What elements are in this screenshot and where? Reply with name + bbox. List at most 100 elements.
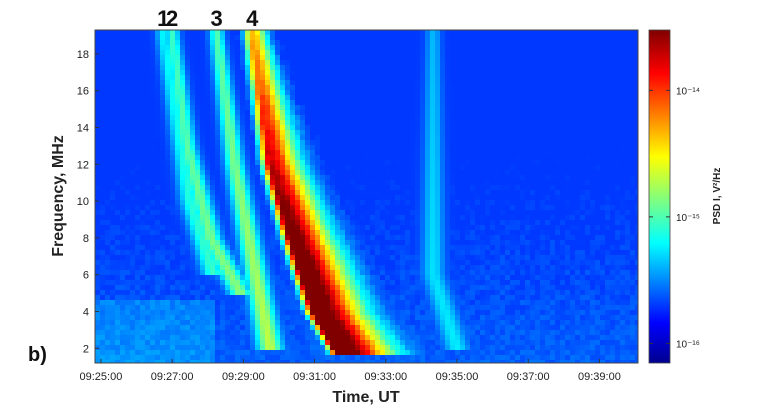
heatmap-cell [475,175,481,181]
heatmap-cell [605,230,611,236]
heatmap-cell [135,55,141,61]
heatmap-cell [250,30,256,36]
heatmap-cell [325,75,331,81]
heatmap-cell [470,115,476,121]
heatmap-cell [100,125,106,131]
heatmap-cell [420,220,426,226]
heatmap-cell [535,175,541,181]
heatmap-cell [460,55,466,61]
heatmap-cell [630,230,636,236]
heatmap-cell [620,195,626,201]
heatmap-cell [490,175,496,181]
heatmap-cell [280,55,286,61]
heatmap-cell [400,65,406,71]
heatmap-cell [320,250,326,256]
heatmap-cell [595,30,601,36]
heatmap-cell [255,200,261,206]
heatmap-cell [580,230,586,236]
heatmap-cell [560,85,566,91]
heatmap-cell [220,230,226,236]
heatmap-cell [475,105,481,111]
heatmap-cell [270,145,276,151]
heatmap-cell [620,135,626,141]
heatmap-cell [235,120,241,126]
heatmap-cell [430,40,436,46]
heatmap-cell [200,190,206,196]
heatmap-cell [625,45,631,51]
heatmap-cell [525,100,531,106]
heatmap-cell [320,200,326,206]
heatmap-cell [190,90,196,96]
heatmap-cell [185,170,191,176]
heatmap-cell [165,165,171,171]
heatmap-cell [415,45,421,51]
heatmap-cell [150,215,156,221]
heatmap-cell [335,195,341,201]
heatmap-cell [280,235,286,241]
heatmap-cell [395,110,401,116]
heatmap-cell [245,65,251,71]
heatmap-cell [230,205,236,211]
heatmap-cell [445,140,451,146]
heatmap-cell [315,110,321,116]
heatmap-cell [525,195,531,201]
heatmap-cell [275,185,281,191]
heatmap-cell [550,135,556,141]
heatmap-cell [105,140,111,146]
heatmap-cell [155,190,161,196]
heatmap-cell [540,30,546,36]
heatmap-cell [465,170,471,176]
heatmap-cell [200,95,206,101]
heatmap-cell [240,50,246,56]
heatmap-cell [475,235,481,241]
heatmap-cell [255,60,261,66]
heatmap-cell [325,105,331,111]
heatmap-cell [515,140,521,146]
heatmap-cell [220,145,226,151]
heatmap-cell [275,235,281,241]
heatmap-cell [125,35,131,41]
heatmap-cell [155,115,161,121]
heatmap-cell [180,175,186,181]
heatmap-cell [320,235,326,241]
heatmap-cell [385,125,391,131]
heatmap-cell [405,110,411,116]
heatmap-cell [495,85,501,91]
heatmap-cell [120,90,126,96]
heatmap-cell [405,180,411,186]
heatmap-cell [425,70,431,76]
heatmap-cell [175,60,181,66]
heatmap-cell [445,45,451,51]
heatmap-cell [260,190,266,196]
heatmap-cell [225,250,231,256]
heatmap-cell [550,220,556,226]
heatmap-cell [415,205,421,211]
heatmap-cell [315,140,321,146]
heatmap-cell [515,190,521,196]
heatmap-cell [550,90,556,96]
heatmap-cell [135,75,141,81]
heatmap-cell [380,30,386,36]
heatmap-cell [110,170,116,176]
heatmap-cell [585,40,591,46]
heatmap-cell [175,30,181,36]
heatmap-cell [475,85,481,91]
heatmap-cell [410,215,416,221]
heatmap-cell [470,95,476,101]
heatmap-cell [630,105,636,111]
heatmap-cell [425,215,431,221]
heatmap-cell [440,85,446,91]
heatmap-cell [235,115,241,121]
heatmap-cell [385,190,391,196]
heatmap-cell [505,65,511,71]
heatmap-cell [475,55,481,61]
heatmap-cell [465,100,471,106]
heatmap-cell [210,150,216,156]
heatmap-cell [355,70,361,76]
heatmap-cell [555,235,561,241]
heatmap-cell [120,115,126,121]
heatmap-cell [490,130,496,136]
heatmap-cell [440,125,446,131]
heatmap-cell [400,100,406,106]
heatmap-cell [465,105,471,111]
